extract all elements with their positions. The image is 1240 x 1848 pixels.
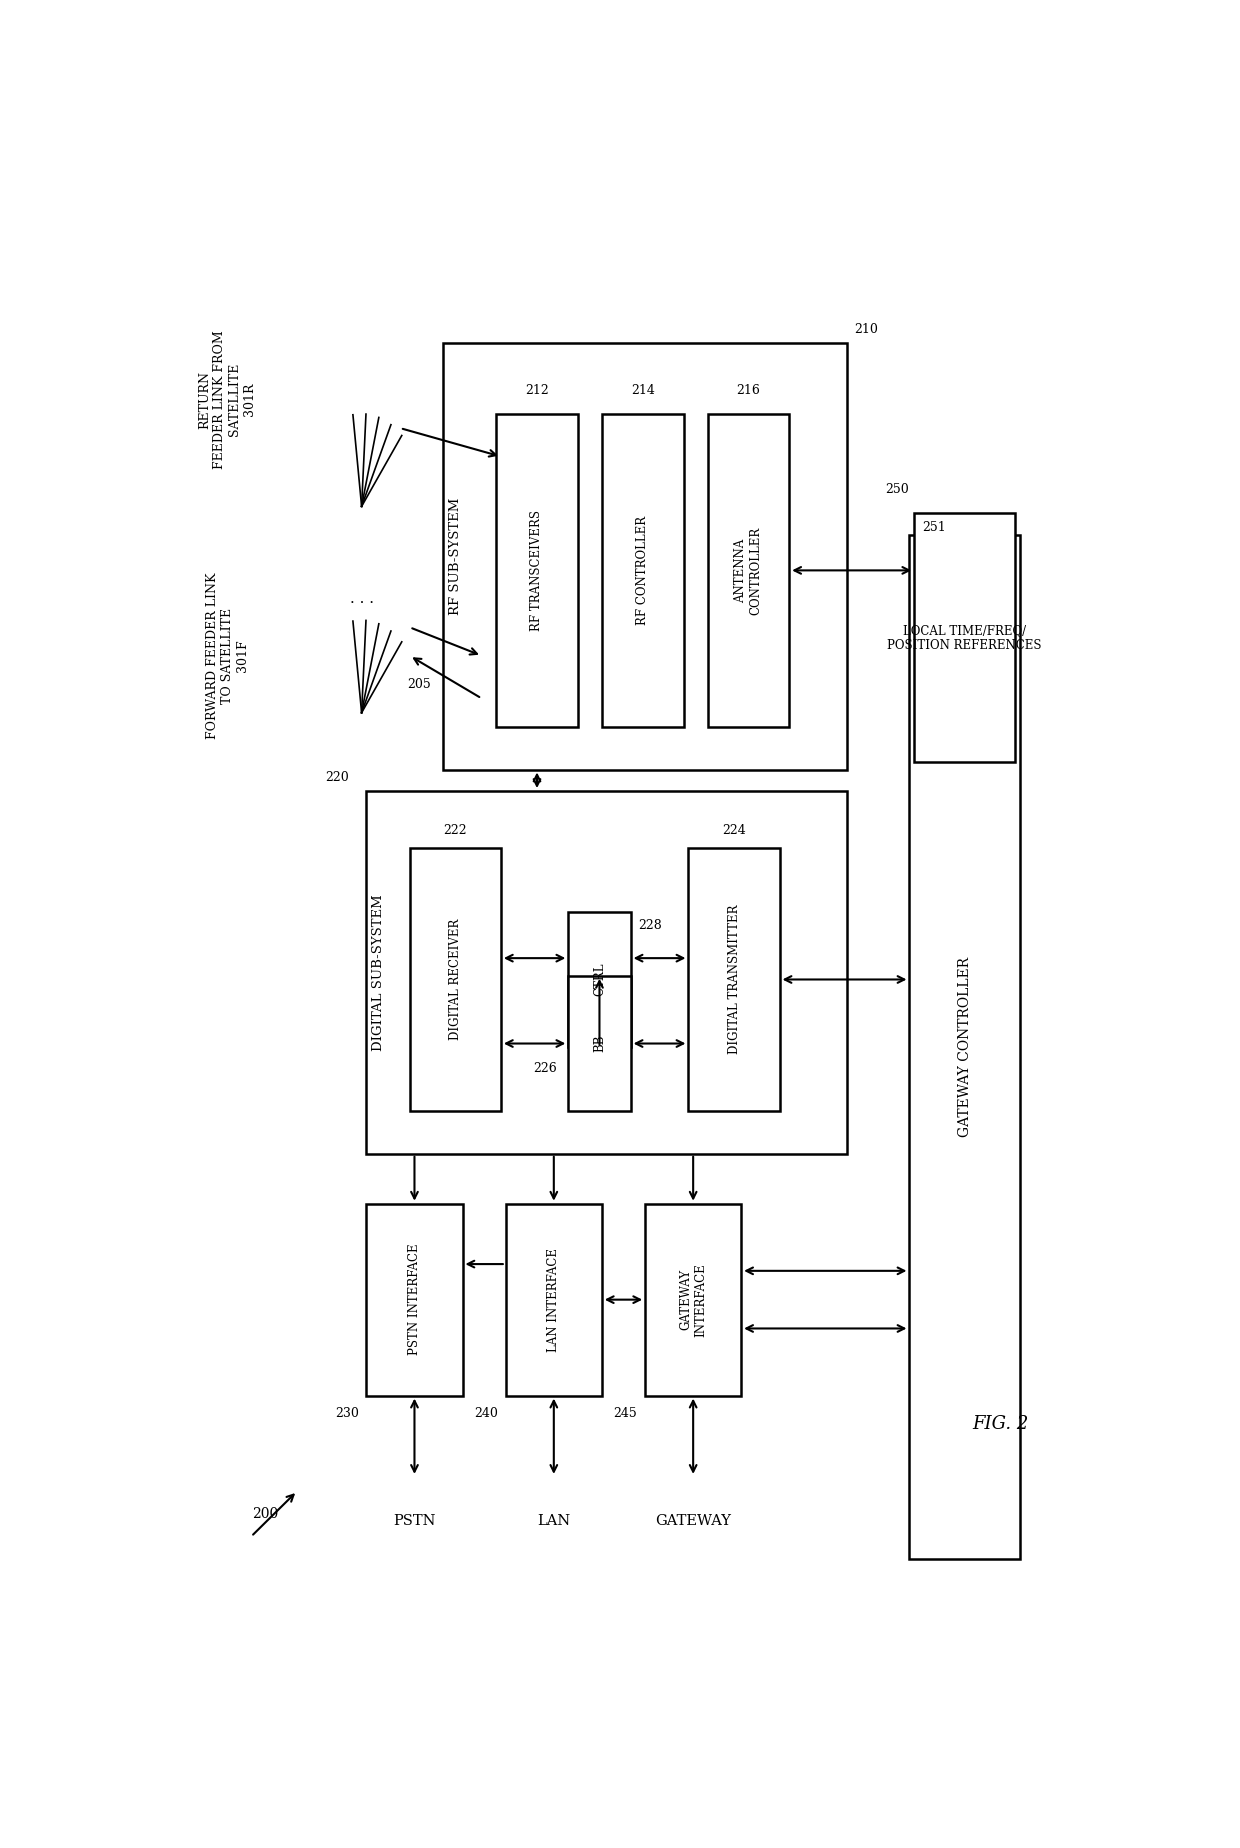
Text: FORWARD FEEDER LINK
TO SATELLITE
301F: FORWARD FEEDER LINK TO SATELLITE 301F <box>206 573 248 739</box>
Text: 224: 224 <box>722 824 746 837</box>
Text: RF CONTROLLER: RF CONTROLLER <box>636 516 650 625</box>
Text: 216: 216 <box>737 384 760 397</box>
Text: 230: 230 <box>335 1406 358 1419</box>
Text: 251: 251 <box>921 521 946 534</box>
Text: . . .: . . . <box>350 591 373 606</box>
Bar <box>568 976 631 1111</box>
Bar <box>496 414 578 726</box>
Text: GATEWAY CONTROLLER: GATEWAY CONTROLLER <box>957 957 972 1137</box>
Bar <box>409 848 501 1111</box>
Text: LOCAL TIME/FREQ/
POSITION REFERENCES: LOCAL TIME/FREQ/ POSITION REFERENCES <box>888 625 1042 652</box>
Text: 226: 226 <box>533 1063 557 1076</box>
Text: ANTENNA
CONTROLLER: ANTENNA CONTROLLER <box>734 527 763 615</box>
Text: 210: 210 <box>854 323 878 336</box>
Bar <box>601 414 683 726</box>
Bar <box>645 1203 742 1395</box>
Text: GATEWAY: GATEWAY <box>655 1514 732 1528</box>
Text: 240: 240 <box>474 1406 498 1419</box>
Bar <box>914 514 1016 763</box>
Text: 214: 214 <box>631 384 655 397</box>
Text: 212: 212 <box>525 384 549 397</box>
Text: 250: 250 <box>885 484 909 497</box>
Text: DIGITAL SUB-SYSTEM: DIGITAL SUB-SYSTEM <box>372 894 386 1052</box>
Text: 220: 220 <box>325 771 350 784</box>
Bar <box>688 848 780 1111</box>
Text: 245: 245 <box>614 1406 637 1419</box>
Text: 205: 205 <box>408 678 432 691</box>
Bar <box>568 911 631 1048</box>
Bar <box>909 534 1019 1560</box>
Text: 228: 228 <box>639 918 662 931</box>
Text: DIGITAL TRANSMITTER: DIGITAL TRANSMITTER <box>728 906 740 1053</box>
Text: BB: BB <box>593 1035 606 1052</box>
Text: DIGITAL RECEIVER: DIGITAL RECEIVER <box>449 918 461 1040</box>
Bar <box>444 342 847 769</box>
Text: PSTN: PSTN <box>393 1514 435 1528</box>
Bar <box>367 1203 463 1395</box>
Text: 222: 222 <box>444 824 467 837</box>
Text: LAN: LAN <box>537 1514 570 1528</box>
Text: LAN INTERFACE: LAN INTERFACE <box>547 1247 560 1351</box>
Text: PSTN INTERFACE: PSTN INTERFACE <box>408 1244 420 1355</box>
Text: CTRL: CTRL <box>593 963 606 996</box>
Text: RETURN
FEEDER LINK FROM
SATELLITE
301R: RETURN FEEDER LINK FROM SATELLITE 301R <box>198 331 257 469</box>
Text: RF TRANSCEIVERS: RF TRANSCEIVERS <box>531 510 543 630</box>
Text: RF SUB-SYSTEM: RF SUB-SYSTEM <box>449 497 463 615</box>
Bar <box>506 1203 601 1395</box>
Text: GATEWAY
INTERFACE: GATEWAY INTERFACE <box>680 1262 707 1336</box>
Text: FIG. 2: FIG. 2 <box>972 1416 1029 1434</box>
Text: 200: 200 <box>253 1506 279 1521</box>
Bar <box>708 414 789 726</box>
Bar <box>367 791 847 1153</box>
